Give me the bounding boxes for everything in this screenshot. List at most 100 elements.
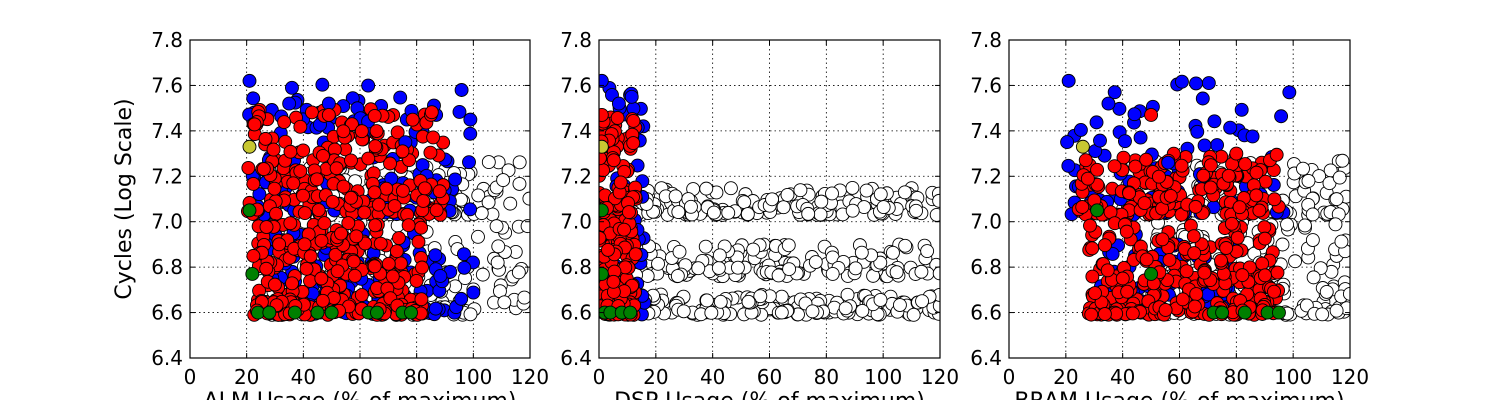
- x-tick-label: 20: [1053, 365, 1078, 389]
- data-point: [737, 195, 752, 210]
- y-tick-label: 7.8: [151, 28, 183, 52]
- data-point: [428, 248, 443, 263]
- y-tick-label: 7.0: [560, 210, 592, 234]
- chart-panel-1: 0 20 40 60 80 100 120 6.4 6.6 6.8 7.0 7.2 7.4 7.6 7.8 A…: [112, 28, 549, 400]
- highlight-point: [262, 305, 277, 320]
- data-point: [426, 130, 441, 145]
- data-point: [1078, 153, 1093, 168]
- data-point: [651, 256, 665, 271]
- data-point: [247, 117, 262, 132]
- data-point: [774, 305, 789, 320]
- data-point: [428, 301, 443, 316]
- data-point: [259, 220, 274, 234]
- data-point: [283, 144, 298, 159]
- data-point: [613, 175, 628, 190]
- data-point: [346, 254, 361, 269]
- highlight-point: [242, 139, 257, 154]
- x-tick-label: 80: [1224, 365, 1249, 389]
- data-point: [381, 256, 396, 271]
- y-tick-label: 7.2: [560, 164, 592, 188]
- data-point: [268, 277, 282, 292]
- highlight-point: [599, 267, 609, 281]
- y-tick-label: 7.2: [151, 164, 183, 188]
- data-point: [1186, 229, 1201, 244]
- data-point: [297, 206, 312, 221]
- y-tick-label: 6.8: [970, 255, 1002, 279]
- data-point: [454, 83, 469, 97]
- y-tick-label: 7.0: [970, 210, 1002, 234]
- data-point: [1119, 224, 1134, 239]
- highlight-point: [599, 108, 609, 122]
- data-point: [889, 265, 904, 280]
- data-point: [344, 153, 358, 168]
- data-point: [1329, 303, 1344, 318]
- y-tick-label: 6.4: [970, 346, 1002, 370]
- data-point: [1175, 292, 1190, 307]
- data-point: [316, 148, 330, 163]
- data-point: [411, 234, 426, 249]
- data-point: [1133, 130, 1148, 145]
- data-point: [1075, 200, 1090, 214]
- x-axis-label: DSP Usage (% of maximum): [614, 389, 925, 400]
- data-point: [1305, 207, 1320, 222]
- data-point: [1328, 217, 1343, 232]
- data-point: [1223, 120, 1238, 135]
- data-point: [909, 203, 924, 218]
- data-point: [330, 264, 345, 279]
- chart-panel-2: 0 20 40 60 80 100 120 6.4 6.6 6.8 7.0 7.2 7.4 7.6 7.8 D…: [560, 28, 959, 400]
- data-point: [873, 255, 888, 270]
- x-tick-label: 120: [921, 365, 959, 389]
- data-point: [471, 188, 486, 203]
- data-point: [1187, 246, 1202, 261]
- x-tick-label: 40: [1110, 365, 1135, 389]
- data-point: [1060, 135, 1075, 150]
- data-point: [462, 155, 476, 170]
- data-point: [429, 203, 444, 218]
- data-point: [285, 276, 299, 291]
- data-point: [475, 267, 490, 282]
- highlight-point: [599, 73, 609, 88]
- highlight-point: [310, 305, 325, 320]
- data-point: [423, 145, 438, 160]
- data-point: [1197, 138, 1212, 153]
- data-point: [361, 151, 376, 166]
- data-point: [266, 142, 281, 157]
- y-tick-label: 6.6: [970, 301, 1002, 325]
- data-point: [354, 288, 369, 303]
- data-point: [771, 268, 786, 283]
- data-point: [1305, 233, 1320, 247]
- data-point: [1107, 159, 1122, 174]
- data-point: [296, 188, 311, 203]
- data-point: [1267, 192, 1282, 207]
- data-point: [297, 237, 312, 252]
- data-point: [409, 273, 424, 288]
- data-point: [1210, 138, 1224, 152]
- data-point: [1090, 162, 1105, 177]
- highlight-point: [1272, 305, 1286, 320]
- highlight-point: [599, 139, 609, 154]
- data-point: [1196, 168, 1211, 183]
- data-point: [1235, 268, 1250, 283]
- data-point: [671, 205, 686, 220]
- data-point: [1332, 170, 1347, 185]
- x-tick-label: 80: [814, 365, 839, 389]
- data-point: [481, 155, 496, 170]
- data-point: [915, 294, 930, 309]
- data-point: [855, 303, 870, 318]
- data-point: [780, 187, 795, 202]
- data-point: [1125, 306, 1140, 321]
- x-tick-label: 100: [1274, 365, 1312, 389]
- data-point: [390, 125, 405, 140]
- data-point: [1280, 217, 1294, 232]
- data-point: [1139, 152, 1154, 167]
- data-point: [808, 255, 823, 269]
- data-point: [1257, 220, 1272, 235]
- data-point: [522, 191, 530, 206]
- data-point: [825, 266, 840, 281]
- highlight-point: [611, 96, 626, 111]
- data-point: [329, 161, 344, 176]
- data-point: [311, 203, 326, 218]
- y-tick-label: 7.8: [970, 28, 1002, 52]
- data-point: [1158, 303, 1173, 317]
- y-tick-label: 6.6: [151, 301, 183, 325]
